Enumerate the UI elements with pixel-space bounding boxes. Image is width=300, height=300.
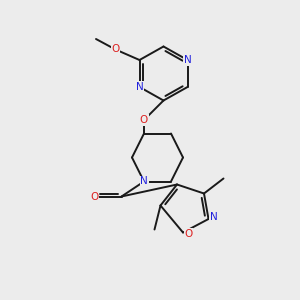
- Text: N: N: [136, 82, 143, 92]
- Text: O: O: [90, 191, 99, 202]
- Text: N: N: [184, 55, 191, 65]
- Text: O: O: [111, 44, 120, 55]
- Text: N: N: [140, 176, 148, 187]
- Text: O: O: [184, 229, 193, 239]
- Text: N: N: [210, 212, 218, 223]
- Text: O: O: [140, 115, 148, 125]
